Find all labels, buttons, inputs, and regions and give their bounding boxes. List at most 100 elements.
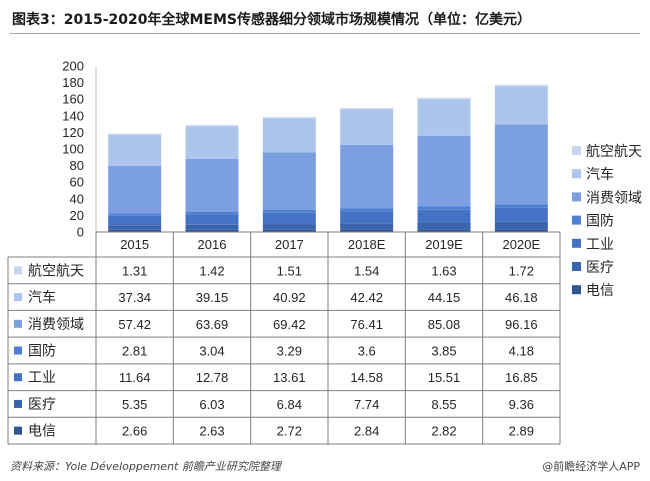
- bar-segment: [108, 134, 162, 166]
- bar-segment: [494, 229, 548, 232]
- row-label: 航空航天: [28, 263, 84, 279]
- bar-segment: [494, 84, 548, 87]
- chart-title: 图表3：2015-2020年全球MEMS传感器细分领域市场规模情况（单位：亿美元…: [12, 12, 531, 28]
- bar-segment: [417, 97, 471, 100]
- bar-segment: [417, 229, 471, 232]
- bar-segment: [185, 158, 239, 212]
- table-cell: 11.64: [119, 370, 151, 385]
- table-cell: 40.92: [273, 290, 306, 305]
- row-key-swatch: [14, 426, 22, 435]
- category-label: 2015: [120, 237, 149, 252]
- table-cell: 85.08: [428, 317, 461, 332]
- legend-swatch: [572, 169, 581, 179]
- bar-segment: [340, 229, 394, 232]
- category-label: 2017: [275, 237, 304, 252]
- legend-swatch: [572, 285, 581, 295]
- bar-segment: [185, 126, 239, 159]
- table-cell: 6.03: [199, 397, 224, 412]
- table-cell: 57.42: [118, 317, 151, 332]
- legend-swatch: [572, 238, 581, 248]
- table-cell: 46.18: [505, 290, 538, 305]
- bar-segment: [340, 223, 394, 230]
- y-tick-label: 120: [62, 125, 84, 140]
- row-key-swatch: [14, 319, 22, 328]
- table-cell: 2.82: [431, 424, 456, 439]
- y-tick-label: 180: [62, 75, 84, 90]
- table-cell: 42.42: [350, 290, 383, 305]
- table-cell: 2.81: [122, 344, 147, 359]
- y-tick-label: 20: [70, 208, 84, 223]
- table-cell: 6.84: [277, 397, 302, 412]
- table-cell: 1.72: [509, 263, 534, 278]
- table-cell: 44.15: [428, 290, 461, 305]
- legend-swatch: [572, 146, 581, 155]
- legend-label: 电信: [586, 283, 614, 299]
- table-cell: 63.69: [196, 317, 229, 332]
- y-tick-label: 80: [70, 158, 84, 173]
- bar-segment: [262, 117, 316, 119]
- table-cell: 3.29: [277, 344, 302, 359]
- bar-segment: [494, 124, 548, 205]
- table-cell: 69.42: [273, 317, 306, 332]
- legend-label: 汽车: [586, 166, 614, 183]
- bar-segment: [262, 229, 316, 232]
- row-label: 国防: [28, 344, 56, 360]
- y-tick-label: 60: [70, 175, 84, 190]
- legend-label: 消费领域: [586, 190, 642, 206]
- legend-swatch: [572, 262, 581, 271]
- bar-segment: [185, 214, 239, 225]
- row-label: 医疗: [28, 397, 56, 413]
- table-cell: 1.54: [354, 263, 379, 278]
- bar-segment: [417, 209, 471, 223]
- source-note: 资料来源：Yole Développement 前瞻产业研究院整理: [10, 460, 281, 473]
- bar-segment: [417, 135, 471, 207]
- bar-segment: [262, 152, 316, 211]
- y-tick-label: 160: [62, 92, 84, 107]
- legend-label: 医疗: [586, 260, 614, 276]
- table-cell: 2.89: [509, 424, 534, 439]
- bar-segment: [494, 207, 548, 222]
- table-cell: 5.35: [122, 397, 147, 412]
- table-cell: 12.78: [196, 370, 229, 385]
- bar-segment: [340, 109, 394, 145]
- data-table: 2015 2016 2017 2018E 2019E 2020E 航空航天 1.31 1.42 1…: [7, 231, 561, 445]
- bar-segment: [185, 224, 239, 230]
- y-tick-label: 200: [62, 59, 84, 74]
- bar-segment: [340, 208, 394, 212]
- table-cell: 3.04: [199, 344, 224, 359]
- bar-segment: [417, 99, 471, 136]
- table-cell: 15.51: [428, 370, 461, 385]
- category-label: 2020E: [503, 237, 541, 252]
- bar-segment: [108, 225, 162, 230]
- bar-segment: [108, 165, 162, 214]
- table-cell: 76.41: [350, 317, 383, 332]
- table-cell: 1.63: [431, 263, 456, 278]
- bar-segment: [185, 125, 239, 127]
- table-cell: 2.66: [122, 424, 147, 439]
- row-label: 工业: [28, 370, 56, 386]
- bar-segment: [340, 211, 394, 224]
- legend-label: 工业: [586, 237, 614, 253]
- row-key-swatch: [14, 399, 22, 408]
- table-cell: 1.42: [199, 263, 224, 278]
- table-cell: 1.51: [277, 263, 302, 278]
- bar-segment: [185, 229, 239, 232]
- bar-segment: [417, 206, 471, 210]
- table-cell: 2.84: [354, 424, 379, 439]
- y-tick-label: 0: [77, 225, 84, 240]
- bar-segment: [108, 229, 162, 232]
- table-cell: 7.74: [354, 397, 379, 412]
- table-cell: 96.16: [505, 317, 538, 332]
- legend-label: 国防: [586, 214, 614, 230]
- table-cell: 39.15: [196, 290, 229, 305]
- bar-segment: [262, 224, 316, 230]
- row-key-swatch: [14, 266, 22, 275]
- table-cell: 37.34: [118, 290, 151, 305]
- bar-segment: [494, 204, 548, 208]
- bar-segment: [340, 144, 394, 209]
- table-cell: 1.31: [122, 263, 147, 278]
- title-divider: [10, 33, 640, 34]
